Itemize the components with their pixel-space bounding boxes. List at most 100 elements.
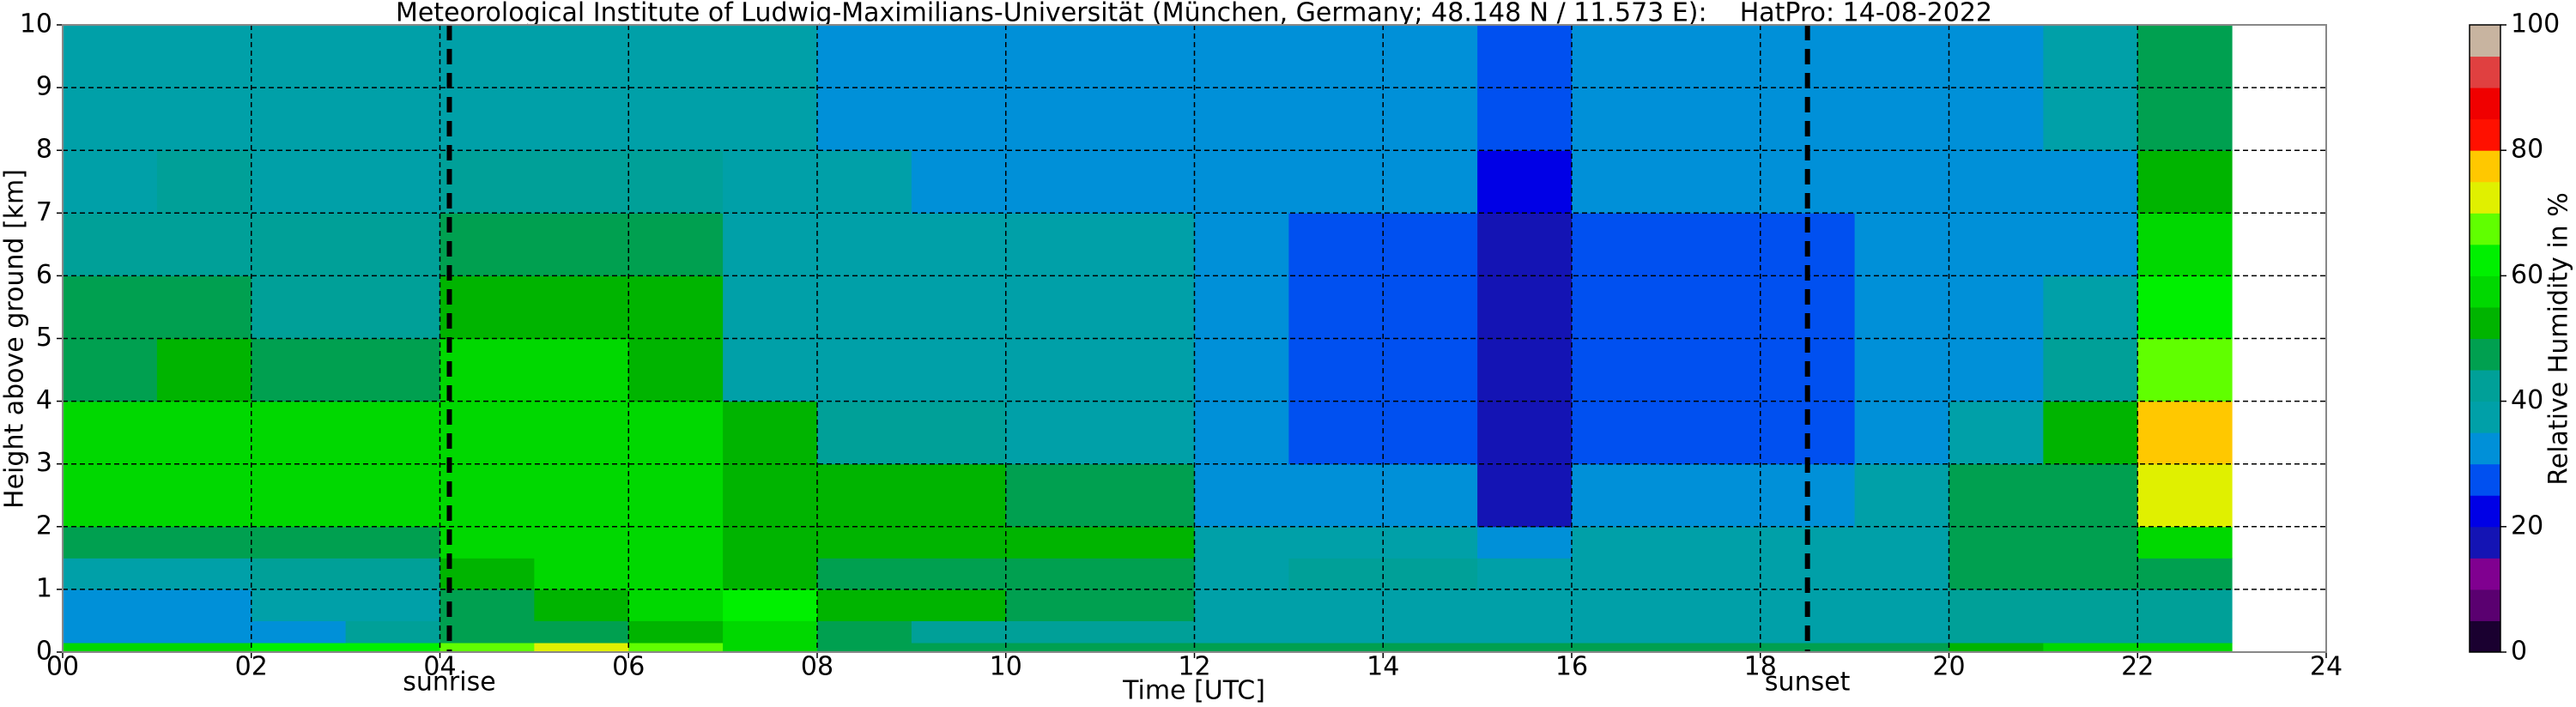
heatmap-cell (723, 213, 818, 276)
x-tick-label: 24 (2310, 652, 2343, 682)
heatmap-cell (1477, 526, 1573, 559)
heatmap-cell (723, 526, 818, 559)
heatmap-cell (156, 526, 252, 559)
heatmap-cell (1665, 526, 1761, 559)
heatmap-cell (1005, 463, 1101, 528)
heatmap-cell (911, 338, 1007, 402)
heatmap-cell (1477, 213, 1573, 276)
heatmap-cell (2137, 213, 2233, 276)
heatmap-cell (345, 275, 440, 339)
heatmap-cell (628, 88, 724, 151)
heatmap-cell (1572, 643, 1667, 653)
heatmap-cell (911, 589, 1007, 621)
y-tick-label: 8 (36, 135, 52, 165)
heatmap-cell (911, 150, 1007, 214)
heatmap-cell (1665, 643, 1761, 653)
heatmap-cell (156, 643, 252, 653)
heatmap-cell (2137, 150, 2233, 214)
heatmap-cell (817, 25, 912, 88)
heatmap-cell (1477, 589, 1573, 621)
heatmap-cell (2137, 88, 2233, 151)
heatmap-cell (251, 401, 347, 465)
heatmap-cell (1383, 463, 1478, 528)
heatmap-cell (1288, 275, 1384, 339)
heatmap-cell (628, 25, 724, 88)
heatmap-cell (534, 463, 629, 528)
heatmap-cell (1477, 275, 1573, 339)
heatmap-cell (63, 401, 158, 465)
heatmap-cell (1100, 338, 1195, 402)
heatmap-cell (1005, 25, 1101, 88)
heatmap-cell (534, 275, 629, 339)
heatmap-cell (1949, 643, 2044, 653)
heatmap-cell (63, 338, 158, 402)
heatmap-cell (345, 150, 440, 214)
x-tick-label: 14 (1367, 652, 1399, 682)
colorbar-segment (2470, 620, 2500, 653)
heatmap-cell (1383, 88, 1478, 151)
heatmap-cell (1854, 88, 1949, 151)
heatmap-cell (345, 643, 440, 653)
heatmap-cell (817, 643, 912, 653)
heatmap-cell (723, 643, 818, 653)
colorbar-segment (2470, 495, 2500, 528)
heatmap-cell (63, 275, 158, 339)
colorbar-segment (2470, 213, 2500, 245)
x-tick-label: 00 (46, 652, 79, 682)
heatmap-cell (156, 88, 252, 151)
heatmap-cell (1949, 88, 2044, 151)
colorbar-segment (2470, 338, 2500, 371)
heatmap-cell (156, 620, 252, 644)
colorbar-segment (2470, 370, 2500, 402)
heatmap-cell (628, 213, 724, 276)
colorbar-tick-label: 100 (2511, 9, 2560, 39)
heatmap-cell (2043, 463, 2138, 528)
colorbar-segment (2470, 463, 2500, 496)
heatmap-cell (1005, 526, 1101, 559)
colorbar-label: Relative Humidity in % (2544, 192, 2574, 485)
colorbar-tick-label: 40 (2511, 385, 2543, 415)
heatmap-cell (534, 25, 629, 88)
heatmap-cell (156, 338, 252, 402)
heatmap-cell (1854, 526, 1949, 559)
heatmap-cell (628, 526, 724, 559)
heatmap-cell (1288, 338, 1384, 402)
heatmap-cell (1005, 620, 1101, 644)
heatmap-cell (1383, 620, 1478, 644)
colorbar-segment (2470, 88, 2500, 120)
heatmap-cell (1194, 526, 1289, 559)
colorbar-segment (2470, 306, 2500, 339)
heatmap-cell (251, 643, 347, 653)
y-tick-label: 2 (36, 511, 52, 541)
heatmap-cell (1572, 275, 1667, 339)
heatmap-cell (345, 88, 440, 151)
heatmap-cell (1477, 88, 1573, 151)
heatmap-cell (1665, 213, 1761, 276)
heatmap-cell (1383, 643, 1478, 653)
heatmap-cell (911, 463, 1007, 528)
heatmap-cell (2137, 401, 2233, 465)
heatmap-cell (1100, 213, 1195, 276)
y-tick-label: 7 (36, 197, 52, 227)
heatmap-cell (251, 88, 347, 151)
heatmap-cell (1005, 401, 1101, 465)
heatmap-cell (63, 558, 158, 590)
heatmap-cell (1288, 620, 1384, 644)
colorbar-segment (2470, 150, 2500, 183)
heatmap-cell (1572, 25, 1667, 88)
heatmap-cell (156, 558, 252, 590)
heatmap-cell (251, 213, 347, 276)
heatmap-cell (911, 620, 1007, 644)
heatmap-cell (156, 463, 252, 528)
heatmap-cell (1854, 275, 1949, 339)
heatmap-cell (1288, 589, 1384, 621)
plot-frame (62, 24, 2327, 653)
heatmap-cell (911, 558, 1007, 590)
colorbar-segment (2470, 275, 2500, 308)
heatmap-cell (1477, 150, 1573, 214)
heatmap-cell (1288, 88, 1384, 151)
heatmap-cell (1383, 589, 1478, 621)
heatmap-cell (723, 338, 818, 402)
heatmap-cell (534, 338, 629, 402)
